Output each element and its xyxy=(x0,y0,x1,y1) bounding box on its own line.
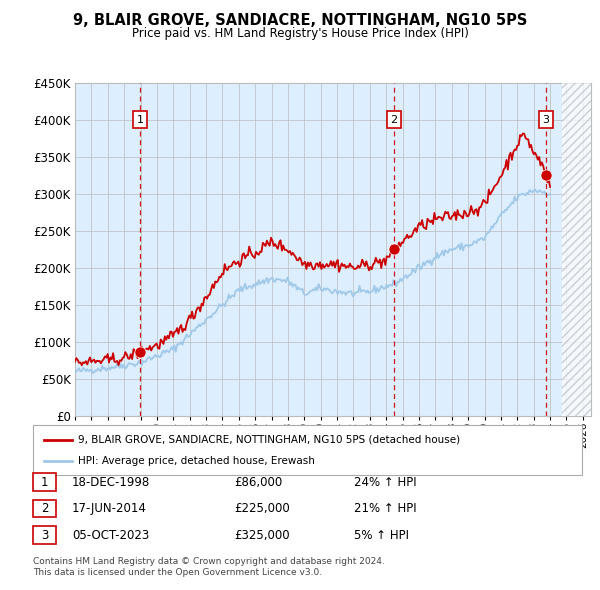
Text: 5% ↑ HPI: 5% ↑ HPI xyxy=(354,529,409,542)
Text: Price paid vs. HM Land Registry's House Price Index (HPI): Price paid vs. HM Land Registry's House … xyxy=(131,27,469,40)
Text: 3: 3 xyxy=(41,529,48,542)
Text: 1: 1 xyxy=(41,476,48,489)
Text: 21% ↑ HPI: 21% ↑ HPI xyxy=(354,502,416,515)
Text: 9, BLAIR GROVE, SANDIACRE, NOTTINGHAM, NG10 5PS (detached house): 9, BLAIR GROVE, SANDIACRE, NOTTINGHAM, N… xyxy=(78,435,460,445)
Text: Contains HM Land Registry data © Crown copyright and database right 2024.: Contains HM Land Registry data © Crown c… xyxy=(33,558,385,566)
Text: £325,000: £325,000 xyxy=(234,529,290,542)
Text: HPI: Average price, detached house, Erewash: HPI: Average price, detached house, Erew… xyxy=(78,456,315,466)
Text: 2: 2 xyxy=(390,114,397,124)
Text: This data is licensed under the Open Government Licence v3.0.: This data is licensed under the Open Gov… xyxy=(33,568,322,577)
Text: 9, BLAIR GROVE, SANDIACRE, NOTTINGHAM, NG10 5PS: 9, BLAIR GROVE, SANDIACRE, NOTTINGHAM, N… xyxy=(73,13,527,28)
Text: 2: 2 xyxy=(41,502,48,515)
Text: 3: 3 xyxy=(542,114,550,124)
Text: 17-JUN-2014: 17-JUN-2014 xyxy=(72,502,147,515)
Text: 18-DEC-1998: 18-DEC-1998 xyxy=(72,476,150,489)
Text: 1: 1 xyxy=(136,114,143,124)
Text: 05-OCT-2023: 05-OCT-2023 xyxy=(72,529,149,542)
Text: £225,000: £225,000 xyxy=(234,502,290,515)
Text: 24% ↑ HPI: 24% ↑ HPI xyxy=(354,476,416,489)
Text: £86,000: £86,000 xyxy=(234,476,282,489)
Bar xyxy=(562,83,591,416)
